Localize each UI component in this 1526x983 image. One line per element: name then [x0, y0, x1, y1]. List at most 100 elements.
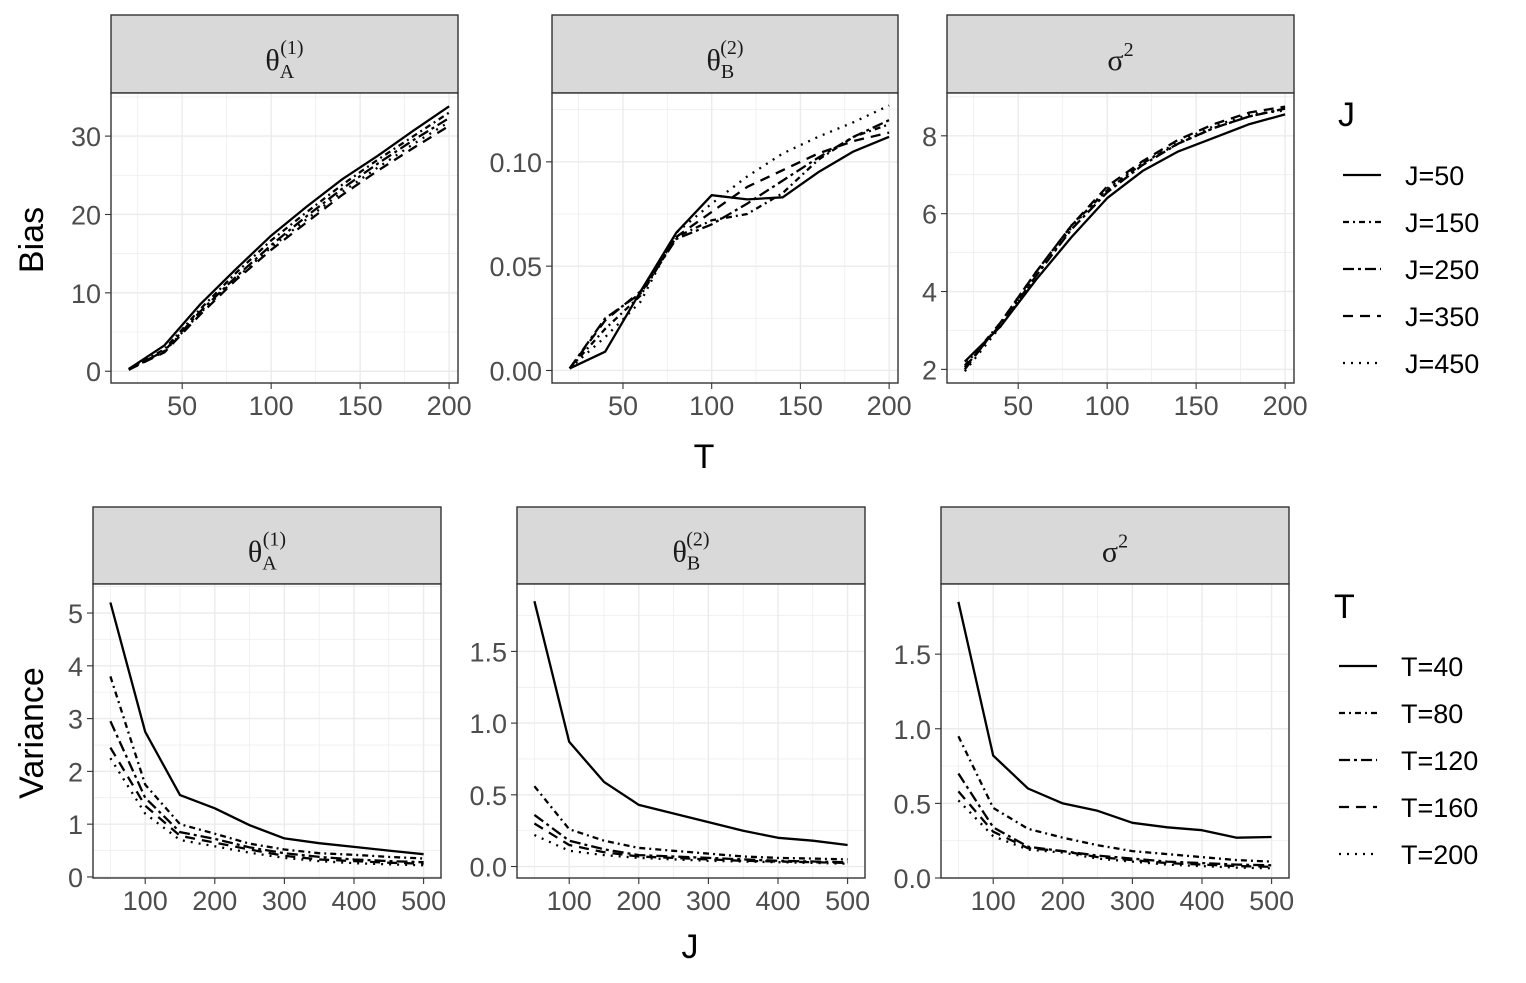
series-line-t-80: [957, 735, 1272, 863]
legend-bottom-title: T: [1334, 588, 1355, 626]
legend-top-title: J: [1338, 96, 1355, 134]
legend-label: J=250: [1405, 255, 1479, 285]
plot-area: [552, 93, 898, 383]
x-tick-label: 500: [1249, 886, 1294, 916]
y-tick-label: 4: [922, 278, 937, 308]
series-line-t-160: [109, 747, 424, 865]
panel-2: θB(2) 50 100 150 200 0.00 0.05 0.10: [489, 14, 912, 421]
x-tick-label: 150: [778, 391, 823, 421]
y-tick-label: 4: [68, 652, 83, 682]
y-tick-label: 0.00: [489, 356, 542, 386]
x-tick-label: 400: [1179, 886, 1224, 916]
y-tick-label: 2: [922, 355, 937, 385]
y-tick-label: 10: [71, 279, 101, 309]
facet-label-base: θ: [248, 536, 262, 569]
y-tick-label: 0.0: [893, 864, 931, 894]
series-line-j-250: [568, 119, 890, 370]
x-tick-label: 500: [401, 886, 446, 916]
series-line-t-120: [109, 720, 424, 864]
series-line-j-150: [128, 111, 450, 370]
facet-label-sup: 2: [1124, 39, 1134, 61]
panel-border: [516, 583, 866, 879]
series-line-j-250: [128, 117, 450, 371]
series-line-j-50: [963, 113, 1286, 363]
x-tick-label: 200: [616, 886, 661, 916]
y-tick-label: 1.5: [469, 637, 507, 667]
facet-label: σ2: [1102, 531, 1128, 569]
panel-border: [940, 583, 1290, 879]
legend-label: T=80: [1401, 699, 1463, 729]
facet-strip: [940, 506, 1290, 585]
panel-border: [551, 92, 899, 384]
x-tick-label: 200: [867, 391, 912, 421]
x-tick-label: 300: [1110, 886, 1155, 916]
x-tick-label: 150: [1174, 391, 1219, 421]
x-tick-label: 50: [167, 391, 197, 421]
series-line-j-250: [963, 107, 1286, 369]
x-tick-label: 100: [689, 391, 734, 421]
facet-strip: [516, 506, 866, 585]
legend-label: T=160: [1401, 793, 1478, 823]
panel-6: σ2 100 200 300 400 500 0.0 0.5 1.0 1.5: [893, 506, 1294, 916]
y-tick-label: 0.05: [489, 252, 542, 282]
series-line-t-80: [533, 785, 848, 861]
facet-label-sub: A: [280, 61, 295, 83]
panel-1: θA(1) 50 100 150 200 0 10 20 30: [71, 14, 472, 421]
panel-border: [946, 92, 1295, 384]
series-line-j-50: [569, 135, 890, 370]
x-tick-label: 50: [608, 391, 638, 421]
plot-area: [517, 584, 865, 878]
facet-label-base: σ: [1102, 536, 1118, 569]
x-tick-label: 300: [262, 886, 307, 916]
legend-label: T=120: [1401, 746, 1478, 776]
facet-strip: [92, 506, 442, 585]
y-tick-label: 20: [71, 200, 101, 230]
x-tick-label: 400: [331, 886, 376, 916]
facet-strip: [110, 14, 459, 94]
facet-label-base: θ: [265, 44, 279, 77]
x-tick-label: 100: [1085, 391, 1130, 421]
legend-label: J=350: [1405, 302, 1479, 332]
series-line-t-40: [533, 600, 848, 847]
bottom-x-axis-title: J: [682, 928, 699, 966]
x-tick-label: 50: [1003, 391, 1033, 421]
x-tick-label: 200: [192, 886, 237, 916]
series-line-t-200: [533, 833, 848, 865]
y-tick-label: 1.0: [893, 715, 931, 745]
y-tick-label: 1.5: [893, 640, 931, 670]
facet-label: θA(1): [248, 529, 286, 575]
facet-label-sub: B: [721, 61, 734, 83]
series-line-t-40: [957, 601, 1272, 839]
legend-top: J J=50 J=150 J=250 J=350 J=450: [1338, 96, 1479, 379]
y-tick-label: 1: [68, 810, 83, 840]
panel-border: [92, 583, 442, 879]
facet-label-sup: (1): [280, 37, 303, 59]
x-tick-label: 400: [755, 886, 800, 916]
series-line-t-120: [533, 813, 848, 864]
facet-label: θA(1): [265, 37, 303, 83]
legend-label: T=200: [1401, 840, 1478, 870]
x-tick-label: 200: [427, 391, 472, 421]
series-line-t-120: [957, 772, 1272, 867]
y-tick-label: 0.5: [469, 781, 507, 811]
facet-label-base: θ: [672, 536, 686, 569]
facet-label: θB(2): [706, 37, 743, 83]
y-tick-label: 30: [71, 122, 101, 152]
series-line-t-160: [533, 822, 848, 865]
panel-border: [110, 92, 459, 384]
x-tick-label: 150: [338, 391, 383, 421]
facet-label: θB(2): [672, 529, 709, 575]
y-tick-label: 0.10: [489, 148, 542, 178]
y-tick-label: 0.0: [469, 853, 507, 883]
bottom-y-axis-title: Variance: [13, 667, 51, 799]
y-tick-label: 0: [86, 357, 101, 387]
top-y-axis-title: Bias: [13, 207, 51, 273]
legend-bottom: T T=40 T=80 T=120 T=160 T=200: [1334, 588, 1478, 870]
panel-5: θB(2) 100 200 300 400 500 0.0 0.5 1.0 1.5: [469, 506, 870, 916]
x-tick-label: 200: [1040, 886, 1085, 916]
series-line-j-450: [963, 109, 1286, 373]
y-tick-label: 2: [68, 757, 83, 787]
facet-strip: [946, 14, 1295, 94]
